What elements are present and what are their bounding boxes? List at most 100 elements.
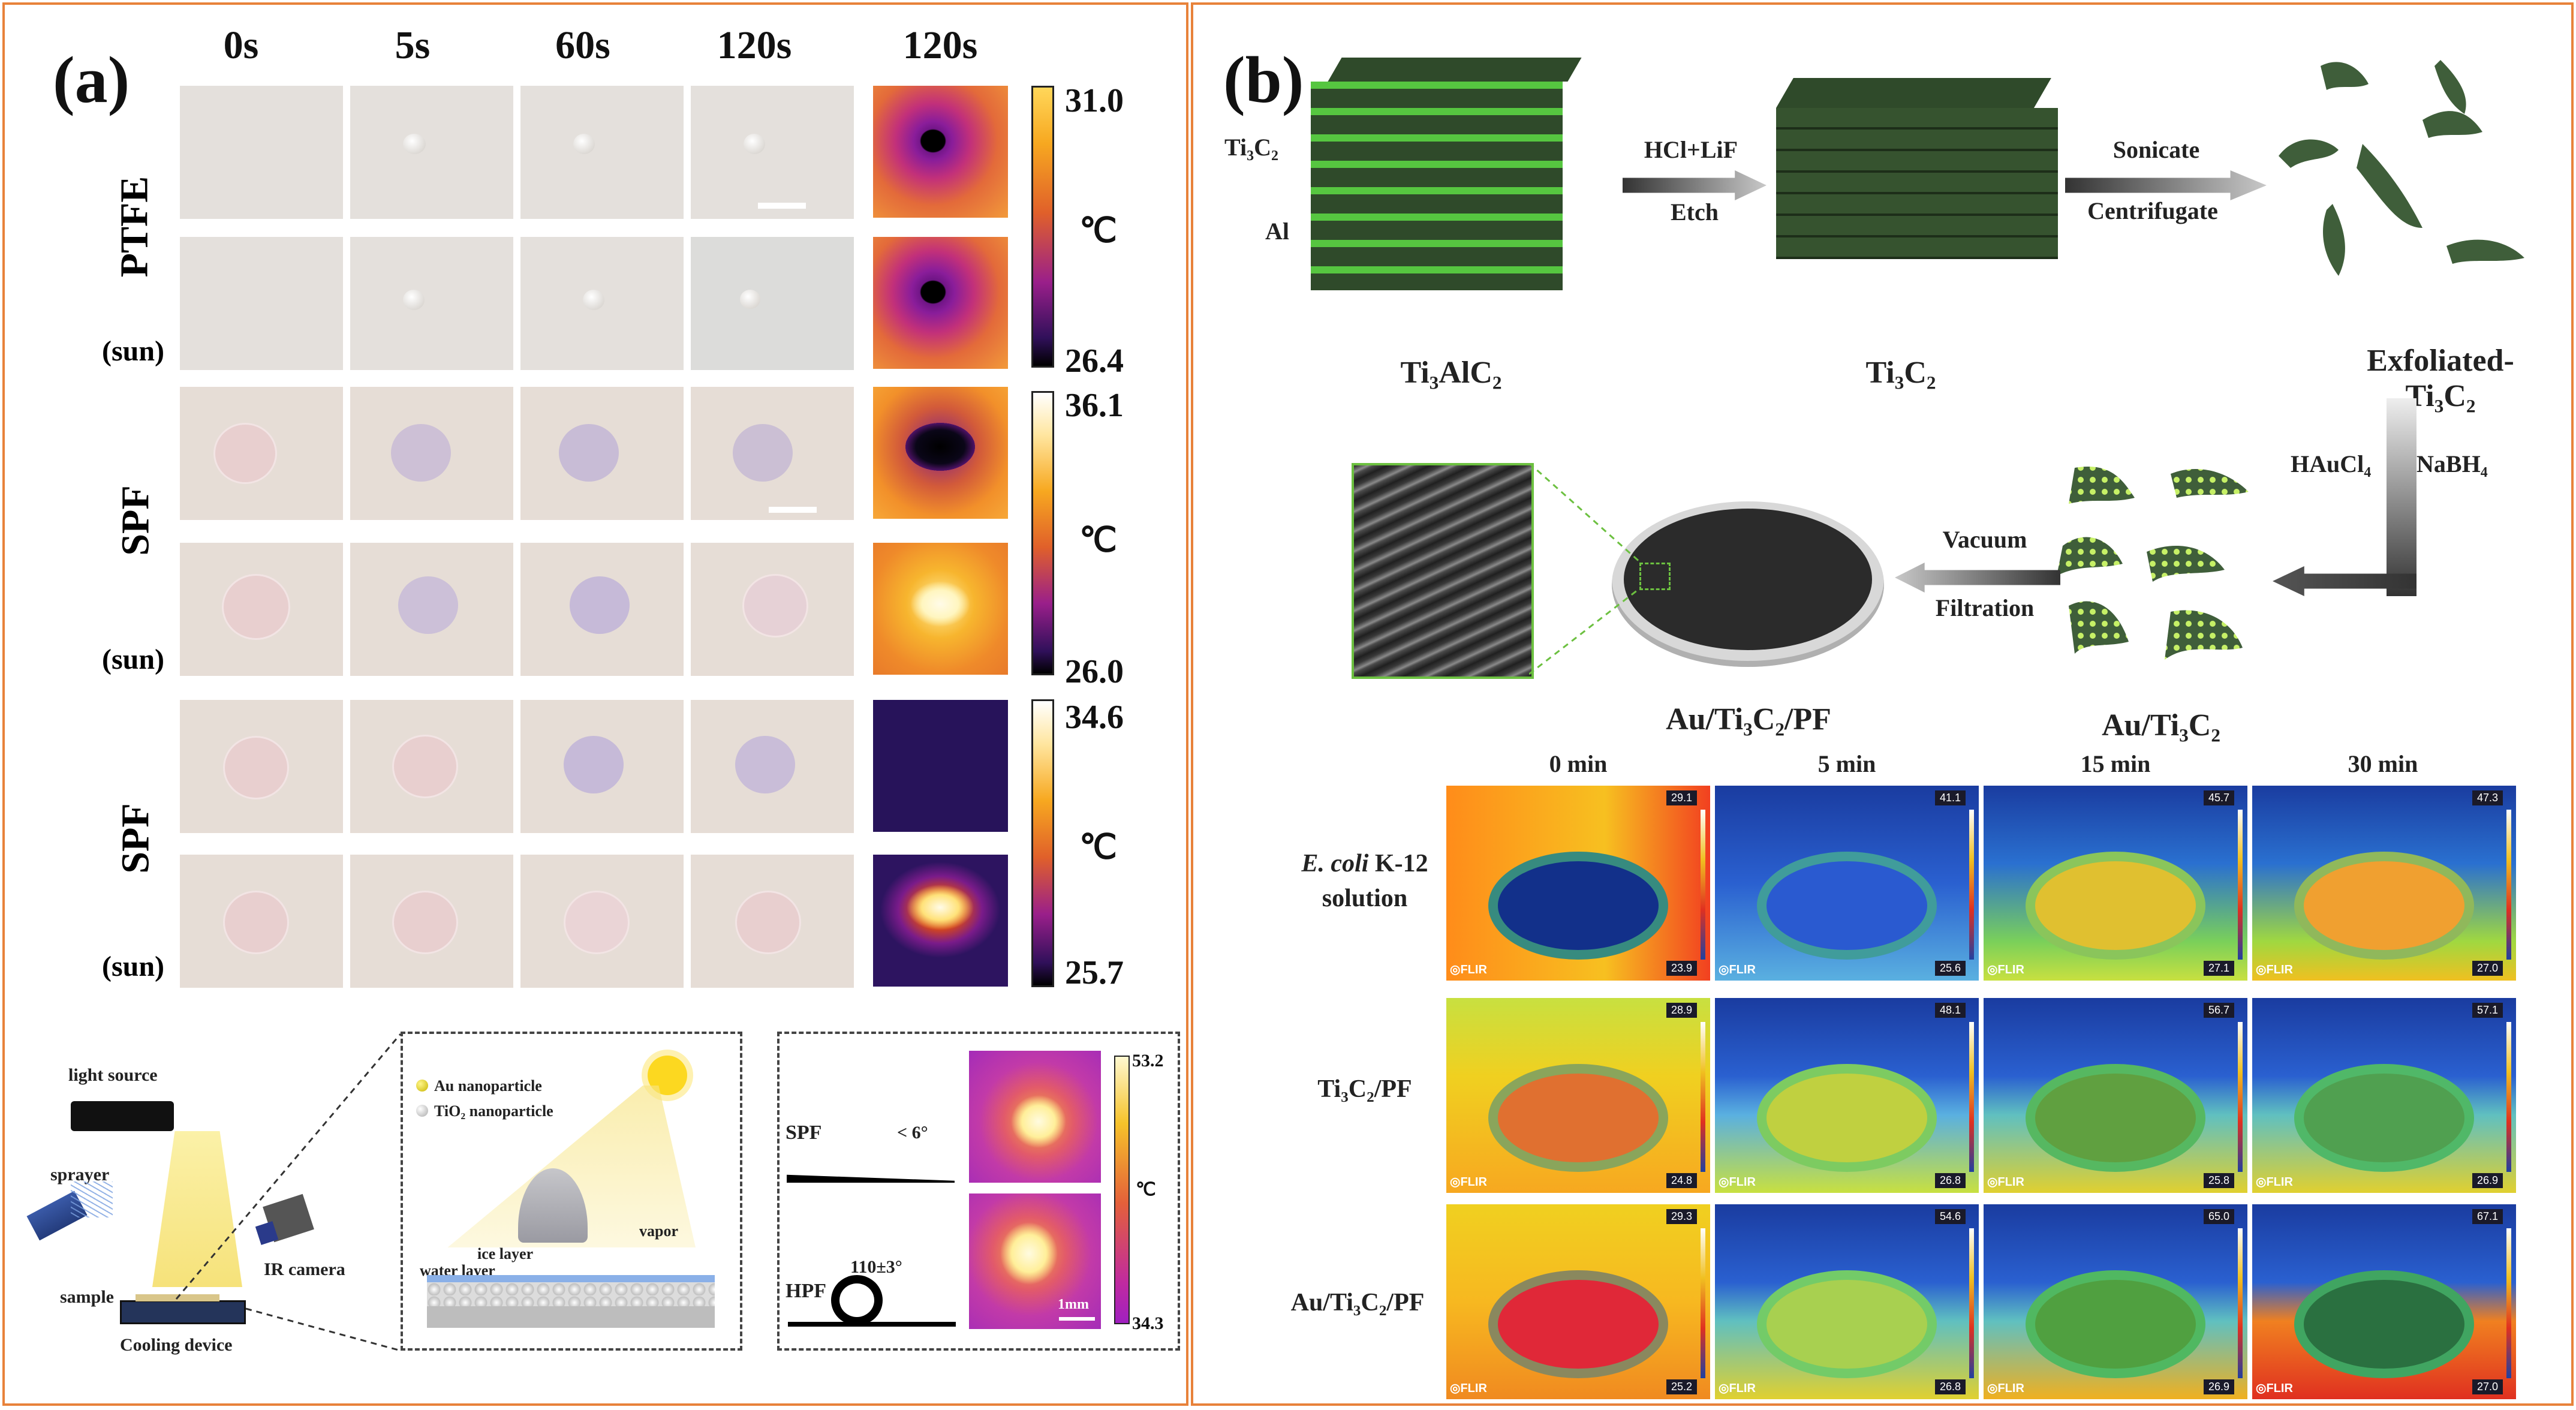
thermal-scale-bar (1701, 810, 1705, 960)
colorbar-unit: ℃ (1079, 522, 1117, 559)
thermal-scale-bar (1969, 1022, 1974, 1172)
colorbar-max: 36.1 (1065, 387, 1124, 424)
sample-photo (180, 855, 343, 988)
step1-top: HCl+LiF (1644, 136, 1738, 163)
colorbar-min: 26.4 (1065, 342, 1124, 380)
time-header: 5 min (1817, 750, 1876, 777)
row-label-spf: SPF (113, 803, 158, 874)
ir-image (873, 700, 1008, 832)
max-temp: 41.1 (1934, 790, 1966, 805)
row-label-ecoli-2: solution (1322, 885, 1408, 912)
thermal-image: 54.6 26.8 ◎FLIR (1715, 1204, 1979, 1399)
row-label-ecoli-rest: K-12 (1368, 850, 1428, 877)
thermal-image: 67.1 27.0 ◎FLIR (2252, 1204, 2516, 1399)
sample-photo (350, 237, 513, 370)
scale-bar-label: 1mm (1058, 1297, 1089, 1312)
beaker-rim (2026, 1064, 2205, 1172)
sample-photo (691, 86, 854, 219)
thermal-image: 47.3 27.0 ◎FLIR (2252, 786, 2516, 981)
light-source-label: light source (68, 1065, 158, 1085)
row-label-ecoli: E. coli K-12 (1301, 849, 1428, 878)
time-header: 120s (902, 23, 978, 67)
panel-a-label: (a) (53, 43, 130, 116)
sample-photo (180, 700, 343, 833)
step3-right: NaBH₄ (2416, 450, 2488, 477)
flir-logo: ◎FLIR (1719, 1382, 1756, 1395)
min-temp: 27.1 (2203, 961, 2234, 976)
thermal-image: 29.3 25.2 ◎FLIR (1446, 1204, 1710, 1399)
colorbar-unit: ℃ (1079, 212, 1117, 249)
flir-logo: ◎FLIR (1987, 1175, 2024, 1189)
hpf-label: HPF (786, 1280, 826, 1302)
thermal-image: 56.7 25.8 ◎FLIR (1984, 998, 2247, 1193)
exfoliated-flakes (2279, 60, 2524, 276)
sample-photo (520, 543, 684, 676)
flir-logo: ◎FLIR (2256, 963, 2293, 976)
min-temp: 26.8 (1934, 1173, 1966, 1188)
thermal-scale-bar (2506, 810, 2511, 960)
max-temp: 28.9 (1666, 1003, 1697, 1018)
min-temp: 25.8 (2203, 1173, 2234, 1188)
ir-spf (969, 1051, 1101, 1183)
min-temp: 26.9 (2203, 1379, 2234, 1394)
beaker-rim (1488, 852, 1668, 960)
min-temp: 27.0 (2472, 961, 2503, 976)
thermal-image: 41.1 25.6 ◎FLIR (1715, 786, 1979, 981)
thermal-scale-bar (2506, 1228, 2511, 1378)
colorbar (1031, 699, 1054, 987)
ir-image (873, 86, 1008, 218)
nanoparticle-bed (427, 1282, 715, 1306)
thermal-scale-bar (1969, 1228, 1974, 1378)
flir-logo: ◎FLIR (1450, 963, 1487, 976)
time-header: 5s (395, 23, 431, 67)
material-au-ti3c2: Au/Ti₃C₂ (2102, 708, 2220, 742)
hpf-droplet-profile (831, 1275, 883, 1325)
sample-photo (350, 387, 513, 520)
flir-logo: ◎FLIR (2256, 1382, 2293, 1395)
sample-photo (180, 543, 343, 676)
step1-bottom: Etch (1671, 199, 1719, 226)
panel-a (2, 2, 1188, 1406)
time-header: 15 min (2080, 750, 2151, 777)
sample-photo (520, 700, 684, 833)
water-layer (427, 1275, 715, 1282)
membrane-film (1624, 509, 1872, 650)
ti3c2-stack (1776, 78, 2058, 330)
sample-photo (691, 237, 854, 370)
max-temp: 48.1 (1934, 1003, 1966, 1018)
au-legend-label: Au nanoparticle (434, 1077, 542, 1095)
thermal-scale-bar (2238, 810, 2243, 960)
beaker-rim (2294, 852, 2474, 960)
spray-mist (71, 1181, 113, 1217)
ir-image (873, 855, 1008, 987)
beaker-rim (1488, 1270, 1668, 1378)
colorbar-unit: ℃ (1079, 829, 1117, 866)
flir-logo: ◎FLIR (2256, 1175, 2293, 1189)
row-label-ecoli-italic: E. coli (1301, 850, 1369, 877)
sun-label: (sun) (102, 644, 165, 675)
sample-photo (180, 237, 343, 370)
material-ti3c2: Ti₃C₂ (1865, 356, 1936, 390)
sun-label: (sun) (102, 951, 165, 982)
thermal-image: 29.1 23.9 ◎FLIR (1446, 786, 1710, 981)
ir-image (873, 543, 1008, 675)
hpf-angle: 110±3° (850, 1257, 902, 1277)
zoom-lines (175, 1033, 402, 1352)
sample-photo (691, 543, 854, 676)
material-ti3alc2: Ti₃AlC₂ (1400, 356, 1502, 390)
colorbar (1114, 1056, 1130, 1324)
min-temp: 27.0 (2472, 1379, 2503, 1394)
row-label-au-ti3c2-pf: Au/Ti₃C₂/PF (1290, 1289, 1425, 1316)
light-source-icon (71, 1101, 174, 1131)
time-header: 120s (717, 23, 792, 67)
scale-bar (1059, 1317, 1095, 1321)
al-layer-label: Al (1265, 218, 1289, 245)
hpf-substrate (788, 1322, 956, 1327)
thermal-image: 65.0 26.9 ◎FLIR (1984, 1204, 2247, 1399)
thermal-scale-bar (1701, 1228, 1705, 1378)
sem-image (1352, 463, 1534, 679)
sample-photo (350, 86, 513, 219)
time-header: 0 min (1549, 750, 1608, 777)
step4-top: Vacuum (1942, 526, 2027, 553)
zoom-box (401, 1032, 742, 1351)
